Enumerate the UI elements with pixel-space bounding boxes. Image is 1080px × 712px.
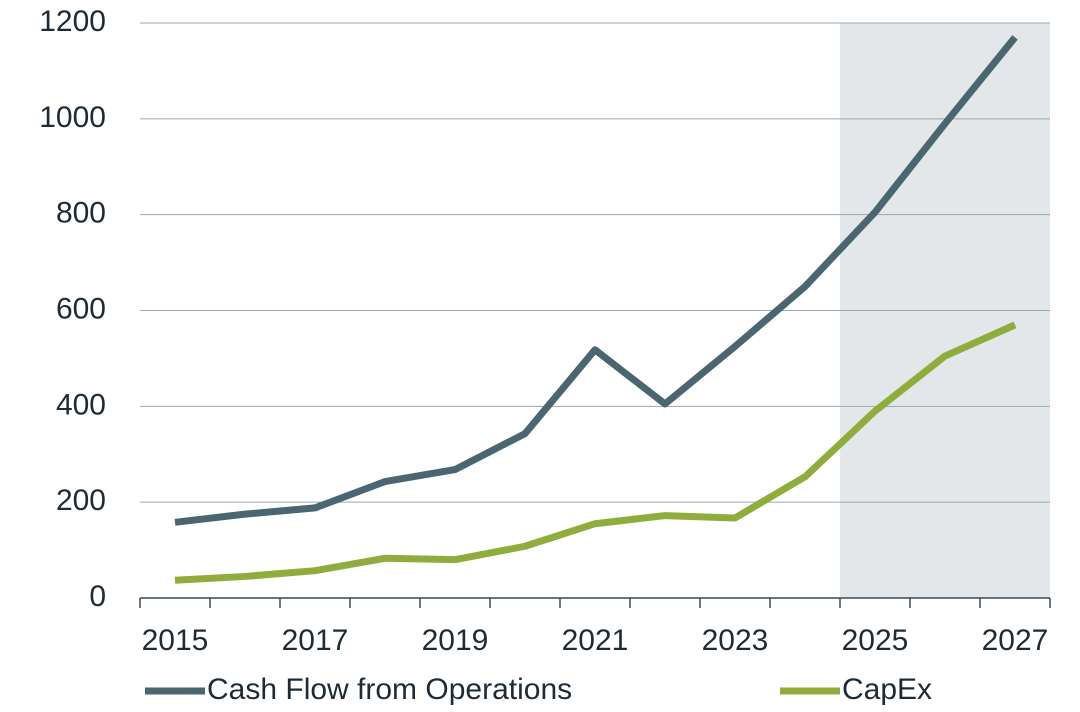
- series-line: [174, 35, 1018, 526]
- y-tick-label: 800: [56, 197, 106, 230]
- legend-label: Cash Flow from Operations: [207, 673, 572, 706]
- x-tick-label: 2021: [562, 624, 629, 657]
- y-tick-label: 200: [56, 484, 106, 517]
- y-tick-label: 600: [56, 292, 106, 325]
- legend-label: CapEx: [842, 673, 932, 706]
- x-tick-label: 2027: [982, 624, 1049, 657]
- y-tick-label: 1200: [39, 5, 106, 38]
- y-tick-label: 1000: [39, 101, 106, 134]
- y-tick-label: 400: [56, 388, 106, 421]
- series-line: [174, 321, 1017, 584]
- x-tick-label: 2023: [702, 624, 769, 657]
- x-tick-label: 2017: [282, 624, 349, 657]
- x-tick-label: 2025: [842, 624, 909, 657]
- x-tick-label: 2015: [142, 624, 209, 657]
- x-tick-label: 2019: [422, 624, 489, 657]
- y-tick-label: 0: [89, 580, 106, 613]
